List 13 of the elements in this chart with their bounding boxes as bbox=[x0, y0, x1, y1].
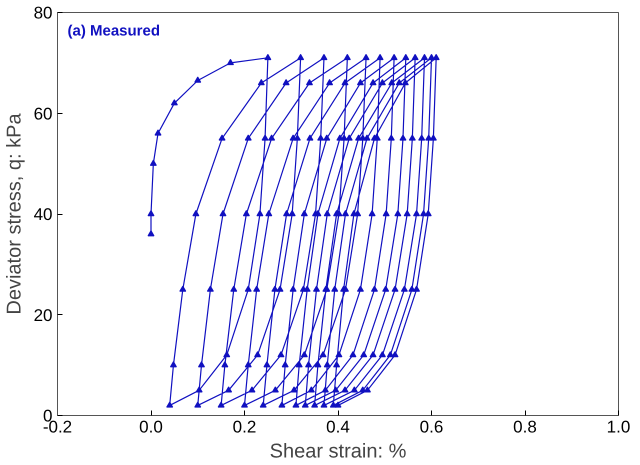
y-tick-label: 20 bbox=[34, 306, 53, 325]
x-tick-label: 0.4 bbox=[326, 418, 350, 436]
x-tick-label: 0.0 bbox=[139, 418, 163, 436]
y-tick-label: 40 bbox=[34, 205, 53, 224]
x-axis-title: Shear strain: % bbox=[270, 440, 407, 462]
y-tick-label: 60 bbox=[34, 104, 53, 124]
annotation: (a) Measured bbox=[68, 22, 160, 40]
y-tick-label: 80 bbox=[34, 4, 53, 22]
x-tick-label: 0.8 bbox=[513, 418, 537, 436]
y-axis-title: Deviator stress, q: kPa bbox=[4, 112, 26, 315]
x-tick-label: 0.2 bbox=[232, 418, 256, 436]
x-tick-label: 1.0 bbox=[606, 418, 630, 436]
x-tick-label: 0.6 bbox=[420, 418, 444, 436]
